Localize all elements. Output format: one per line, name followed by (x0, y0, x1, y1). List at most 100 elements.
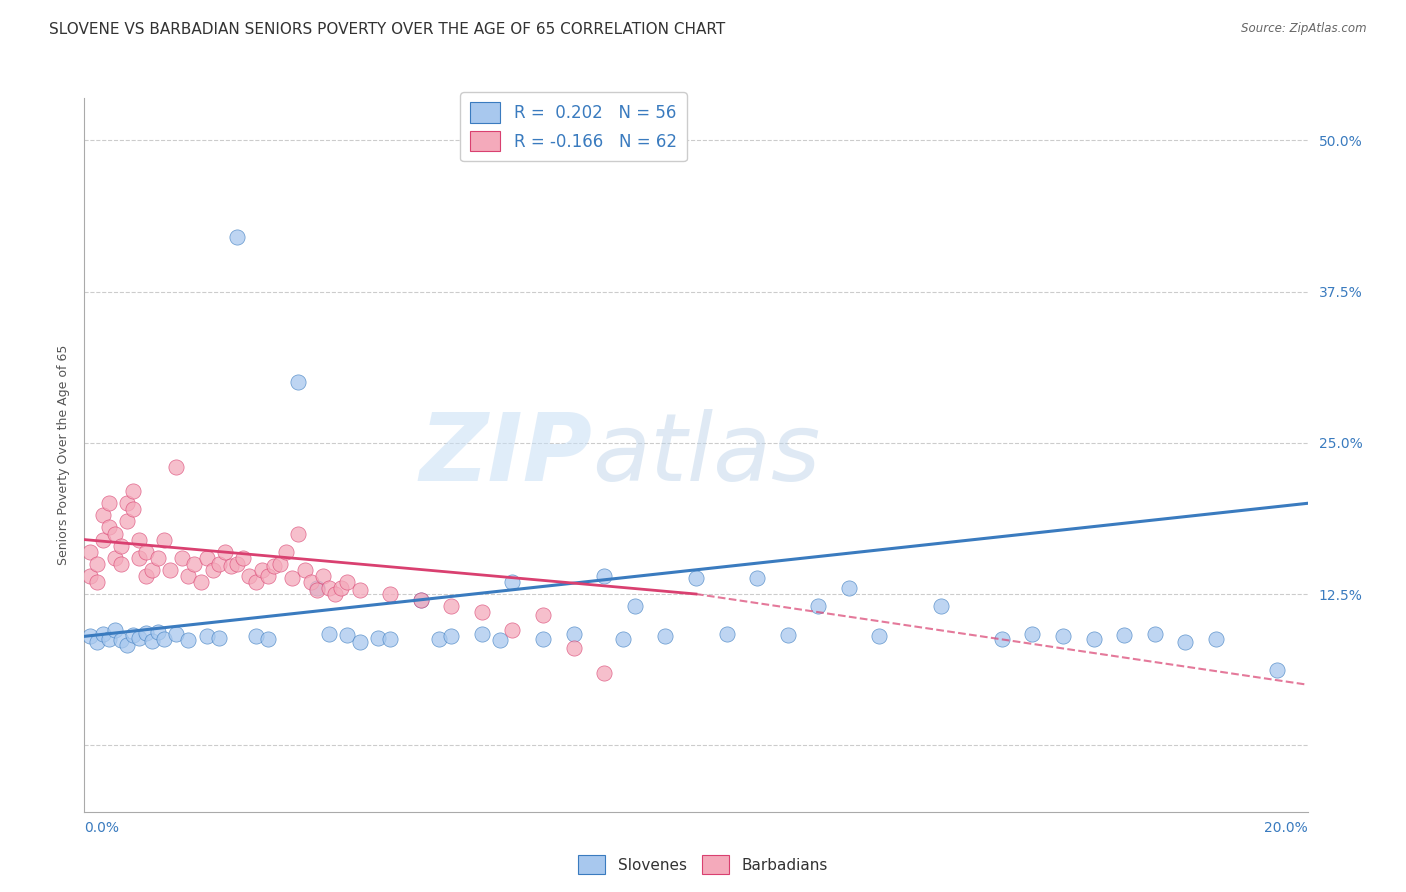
Point (281, 571, 304, 585)
Point (440, 599, 463, 613)
Point (318, 581, 340, 595)
Point (141, 634, 163, 648)
Point (287, 526, 309, 541)
Point (409, 593, 432, 607)
Point (380, 587, 402, 601)
Point (838, 581, 860, 595)
Point (135, 625, 157, 640)
Text: SLOVENE VS BARBADIAN SENIORS POVERTY OVER THE AGE OF 65 CORRELATION CHART: SLOVENE VS BARBADIAN SENIORS POVERTY OVE… (49, 22, 725, 37)
Point (115, 515, 138, 529)
Point (612, 632, 634, 646)
Text: Source: ZipAtlas.com: Source: ZipAtlas.com (1241, 22, 1367, 36)
Point (929, 599, 952, 613)
Point (471, 627, 494, 641)
Point (263, 559, 285, 574)
Point (305, 581, 328, 595)
Text: 20.0%: 20.0% (1264, 822, 1308, 836)
Point (250, 563, 273, 577)
Point (349, 583, 371, 598)
Point (654, 629, 676, 643)
Point (122, 502, 145, 516)
Point (1143, 627, 1166, 641)
Point (165, 460, 187, 475)
Point (226, 557, 249, 571)
Point (201, 563, 224, 577)
Point (318, 627, 340, 641)
Point (269, 557, 291, 571)
Point (776, 628, 799, 642)
Point (440, 629, 463, 643)
Point (159, 563, 181, 577)
Point (531, 632, 554, 646)
Point (409, 593, 432, 607)
Point (991, 632, 1014, 646)
Point (330, 581, 353, 595)
Point (593, 665, 616, 680)
Point (165, 627, 187, 641)
Point (128, 550, 150, 565)
Point (104, 526, 127, 541)
Point (245, 629, 267, 643)
Point (1265, 663, 1288, 677)
Point (312, 569, 335, 583)
Point (716, 627, 738, 641)
Point (219, 559, 242, 574)
Point (135, 569, 157, 583)
Point (349, 635, 371, 649)
Point (115, 638, 138, 652)
Point (336, 574, 359, 589)
Point (287, 376, 309, 390)
Point (91, 627, 114, 641)
Point (562, 627, 585, 641)
Point (104, 624, 127, 638)
Point (97, 520, 120, 534)
Text: ZIP: ZIP (419, 409, 592, 501)
Point (177, 632, 200, 647)
Point (502, 574, 524, 589)
Point (97, 632, 120, 646)
Point (141, 563, 163, 577)
Point (323, 587, 346, 601)
Point (232, 550, 254, 565)
Point (1114, 628, 1136, 642)
Point (153, 533, 176, 547)
Point (294, 563, 316, 577)
Point (146, 624, 169, 639)
Point (208, 557, 231, 571)
Point (305, 583, 328, 598)
Point (195, 629, 218, 643)
Point (367, 631, 389, 645)
Point (427, 632, 450, 646)
Text: 0.0%: 0.0% (84, 822, 120, 836)
Point (257, 569, 280, 583)
Point (562, 641, 585, 656)
Point (135, 544, 157, 558)
Point (97, 496, 120, 510)
Point (79, 629, 101, 643)
Point (195, 550, 218, 565)
Legend: Slovenes, Barbadians: Slovenes, Barbadians (572, 849, 834, 880)
Point (531, 607, 554, 622)
Point (91, 533, 114, 547)
Point (238, 569, 260, 583)
Text: atlas: atlas (592, 409, 820, 500)
Point (593, 569, 616, 583)
Point (91, 508, 114, 523)
Point (747, 571, 769, 585)
Point (86, 574, 108, 589)
Point (1052, 629, 1074, 643)
Point (110, 557, 132, 571)
Point (122, 484, 145, 499)
Point (208, 631, 231, 645)
Point (502, 624, 524, 638)
Point (79, 544, 101, 558)
Point (276, 544, 298, 558)
Point (214, 544, 236, 558)
Point (807, 599, 830, 613)
Point (86, 557, 108, 571)
Point (122, 628, 145, 642)
Point (624, 599, 647, 613)
Point (685, 571, 707, 585)
Point (299, 574, 322, 589)
Point (110, 632, 132, 647)
